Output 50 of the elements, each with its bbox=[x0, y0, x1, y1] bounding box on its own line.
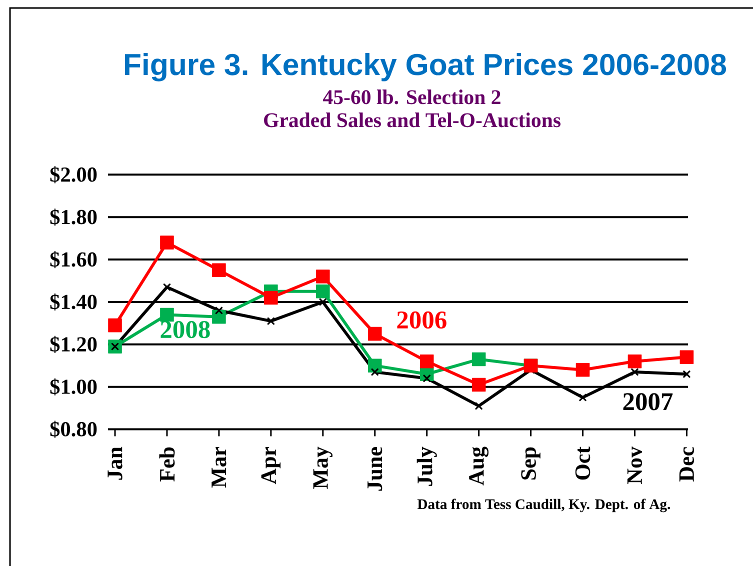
point bbox=[628, 354, 642, 368]
point bbox=[212, 263, 226, 278]
text: Graded Sales and Tel-O-Auctions bbox=[264, 112, 560, 128]
y-tick-label: $1.60 bbox=[50, 251, 97, 268]
series-label: 2007 bbox=[623, 393, 673, 410]
series-label: 2008 bbox=[160, 320, 210, 338]
x-tick-label: July bbox=[416, 446, 437, 486]
point bbox=[108, 318, 122, 332]
x-tick-label: Apr bbox=[261, 446, 281, 484]
series-label: 2006 bbox=[397, 311, 446, 329]
x-tick-label: Jan bbox=[108, 446, 122, 480]
point bbox=[316, 284, 330, 298]
x-tick-label: May bbox=[313, 446, 332, 489]
point bbox=[579, 394, 586, 402]
x-tick-label: Aug bbox=[469, 446, 489, 486]
point bbox=[472, 378, 486, 392]
point bbox=[264, 290, 278, 305]
y-tick-label: $1.40 bbox=[50, 293, 97, 311]
x-tick-label: Sep bbox=[521, 447, 540, 480]
point bbox=[423, 374, 430, 382]
x-tick-label: June bbox=[368, 447, 382, 491]
y-tick-label: $0.80 bbox=[50, 420, 97, 438]
point bbox=[368, 358, 382, 373]
x-tick-label: Oct bbox=[575, 446, 590, 480]
point bbox=[631, 368, 638, 376]
point bbox=[680, 350, 694, 364]
y-tick-label: $1.00 bbox=[50, 378, 97, 396]
point bbox=[267, 317, 275, 325]
point bbox=[371, 368, 378, 376]
y-tick-label: $1.20 bbox=[50, 336, 97, 353]
point bbox=[160, 236, 174, 250]
point bbox=[212, 310, 226, 324]
point bbox=[316, 270, 330, 284]
point bbox=[576, 362, 590, 377]
point bbox=[683, 370, 690, 378]
x-tick-label: Nov bbox=[627, 446, 642, 484]
point bbox=[472, 352, 486, 366]
text: 45-60 lb. Selection 2 bbox=[323, 90, 500, 104]
point bbox=[160, 308, 174, 322]
chart-title: Figure 3. Kentucky Goat Prices 2006-2008 bbox=[125, 53, 726, 82]
point bbox=[420, 354, 434, 368]
y-tick-label: $1.80 bbox=[50, 208, 97, 226]
x-tick-label: Feb bbox=[159, 447, 175, 482]
point bbox=[111, 342, 119, 350]
point bbox=[368, 326, 382, 341]
x-tick-label: Dec bbox=[679, 447, 694, 482]
text: Data from Tess Caudill, Ky. Dept. of Ag. bbox=[417, 498, 670, 512]
point bbox=[215, 306, 223, 314]
y-tick-label: $2.00 bbox=[50, 166, 97, 184]
x-tick-label: Mar bbox=[212, 446, 226, 488]
